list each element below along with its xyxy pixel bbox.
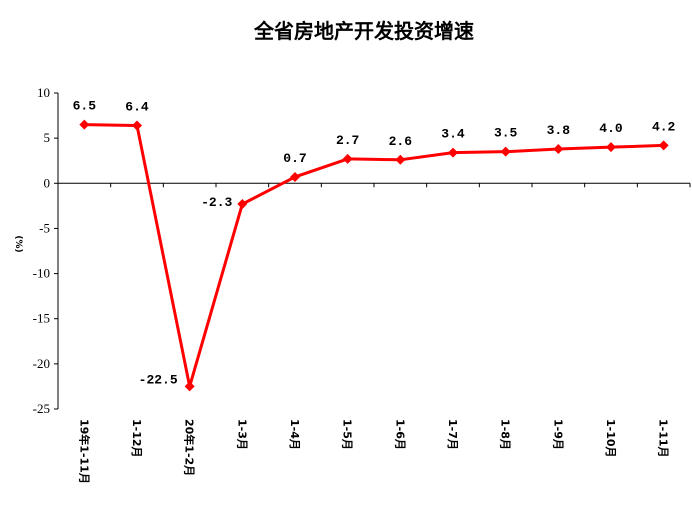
y-tick-label: 5 [44,130,51,145]
y-tick-label: 0 [44,175,51,190]
data-label: 2.6 [389,134,413,149]
data-label: 3.4 [441,127,465,142]
data-point [553,143,564,154]
data-labels: 6.5 6.4 -22.5 -2.3 0.7 2.7 2.6 3.4 3.5 3.8 4.0 4.2 [73,99,676,388]
data-point [395,154,406,165]
data-point [658,140,669,151]
x-tick-label: 1-6月 [393,419,406,450]
y-tick-label: -20 [33,356,50,371]
axes: 10 5 0 -5 -10 -15 -20 -25 19年1-11月 1-12月 20年1-2月 1-… [33,85,691,484]
data-point [290,171,300,182]
data-point [132,120,142,131]
data-point [342,153,353,164]
x-tick-label: 1-10月 [604,419,617,458]
x-tick-label: 1-12月 [130,419,143,458]
x-tick-label: 1-5月 [341,419,354,450]
x-tick-label: 19年1-11月 [77,419,91,484]
y-tick-label: -25 [33,401,50,416]
x-tick-label: 20年1-2月 [183,419,197,476]
data-point [184,381,195,392]
data-point [448,147,458,158]
data-label: 3.8 [547,123,571,138]
data-point [237,199,248,210]
y-tick-label: 10 [37,85,50,100]
y-tick-label: -15 [33,311,50,326]
data-label: -2.3 [201,195,232,210]
data-label: 0.7 [283,151,306,166]
x-tick-label: 1-7月 [446,419,459,450]
series-line [84,123,664,388]
data-point [606,142,616,153]
data-label: -22.5 [139,372,178,387]
data-label: 4.2 [652,119,676,134]
x-tick-label: 1-4月 [288,419,301,450]
y-tick-label: -5 [39,220,50,235]
chart-title: 全省房地产开发投资增速 [253,19,474,43]
y-axis-label: (%) [13,235,23,252]
y-tick-label: -10 [33,266,50,281]
data-label: 2.7 [336,133,359,148]
x-tick-label: 1-9月 [551,419,564,450]
data-label: 4.0 [599,121,623,136]
data-label: 6.5 [73,99,97,114]
x-tick-label: 1-3月 [235,419,248,450]
data-point [500,146,511,157]
series-layer [79,119,669,392]
data-point [79,119,90,130]
x-tick-label: 1-8月 [499,419,512,450]
data-label: 3.5 [494,126,518,141]
x-tick-label: 1-11月 [657,419,670,458]
data-label: 6.4 [125,100,149,115]
